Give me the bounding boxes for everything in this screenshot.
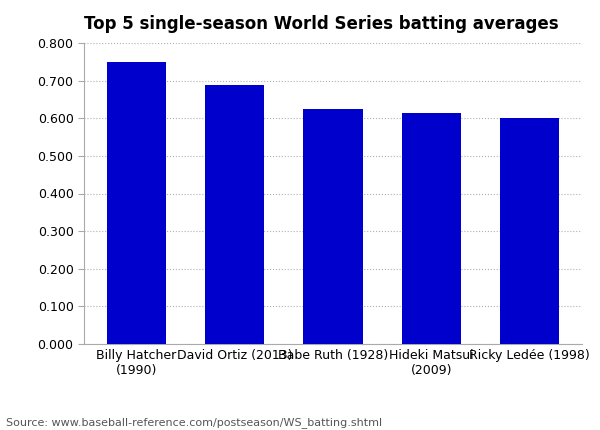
Bar (402, 113, 461, 344)
Text: Source: www.baseball-reference.com/postseason/WS_batting.shtml: Source: www.baseball-reference.com/posts… (6, 417, 382, 428)
Bar (304, 109, 362, 344)
Text: Top 5 single-season World Series batting averages: Top 5 single-season World Series batting… (84, 15, 559, 33)
Bar (500, 118, 559, 344)
Bar (205, 85, 264, 344)
Bar (107, 62, 166, 344)
